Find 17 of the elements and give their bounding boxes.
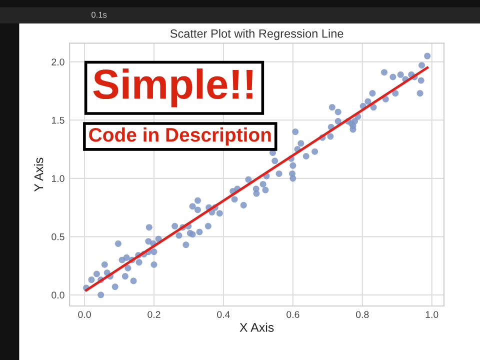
y-tick-label: 1.5 xyxy=(52,116,64,124)
x-tick-label: 0.2 xyxy=(148,311,160,318)
annotation: Code in Description xyxy=(89,127,271,146)
x-axis-title: X Axis xyxy=(240,322,274,332)
y-axis-title: Y Axis xyxy=(34,158,44,192)
x-tick-label: 0.6 xyxy=(286,311,300,318)
chart-title: Scatter Plot with Regression Line xyxy=(170,29,344,40)
y-tick-label: 1.0 xyxy=(52,175,64,182)
y-tick-label: 0.5 xyxy=(52,233,64,240)
y-tick-label: 2.0 xyxy=(52,58,64,66)
x-tick-label: 0.0 xyxy=(78,311,91,318)
x-tick-label: 0.8 xyxy=(356,311,369,318)
annotation: Simple!! xyxy=(93,68,252,108)
text: 0.1s xyxy=(92,12,107,18)
x-tick-label: 1.0 xyxy=(426,311,438,318)
x-tick-label: 0.4 xyxy=(217,311,230,318)
y-tick-label: 0.0 xyxy=(52,292,64,299)
